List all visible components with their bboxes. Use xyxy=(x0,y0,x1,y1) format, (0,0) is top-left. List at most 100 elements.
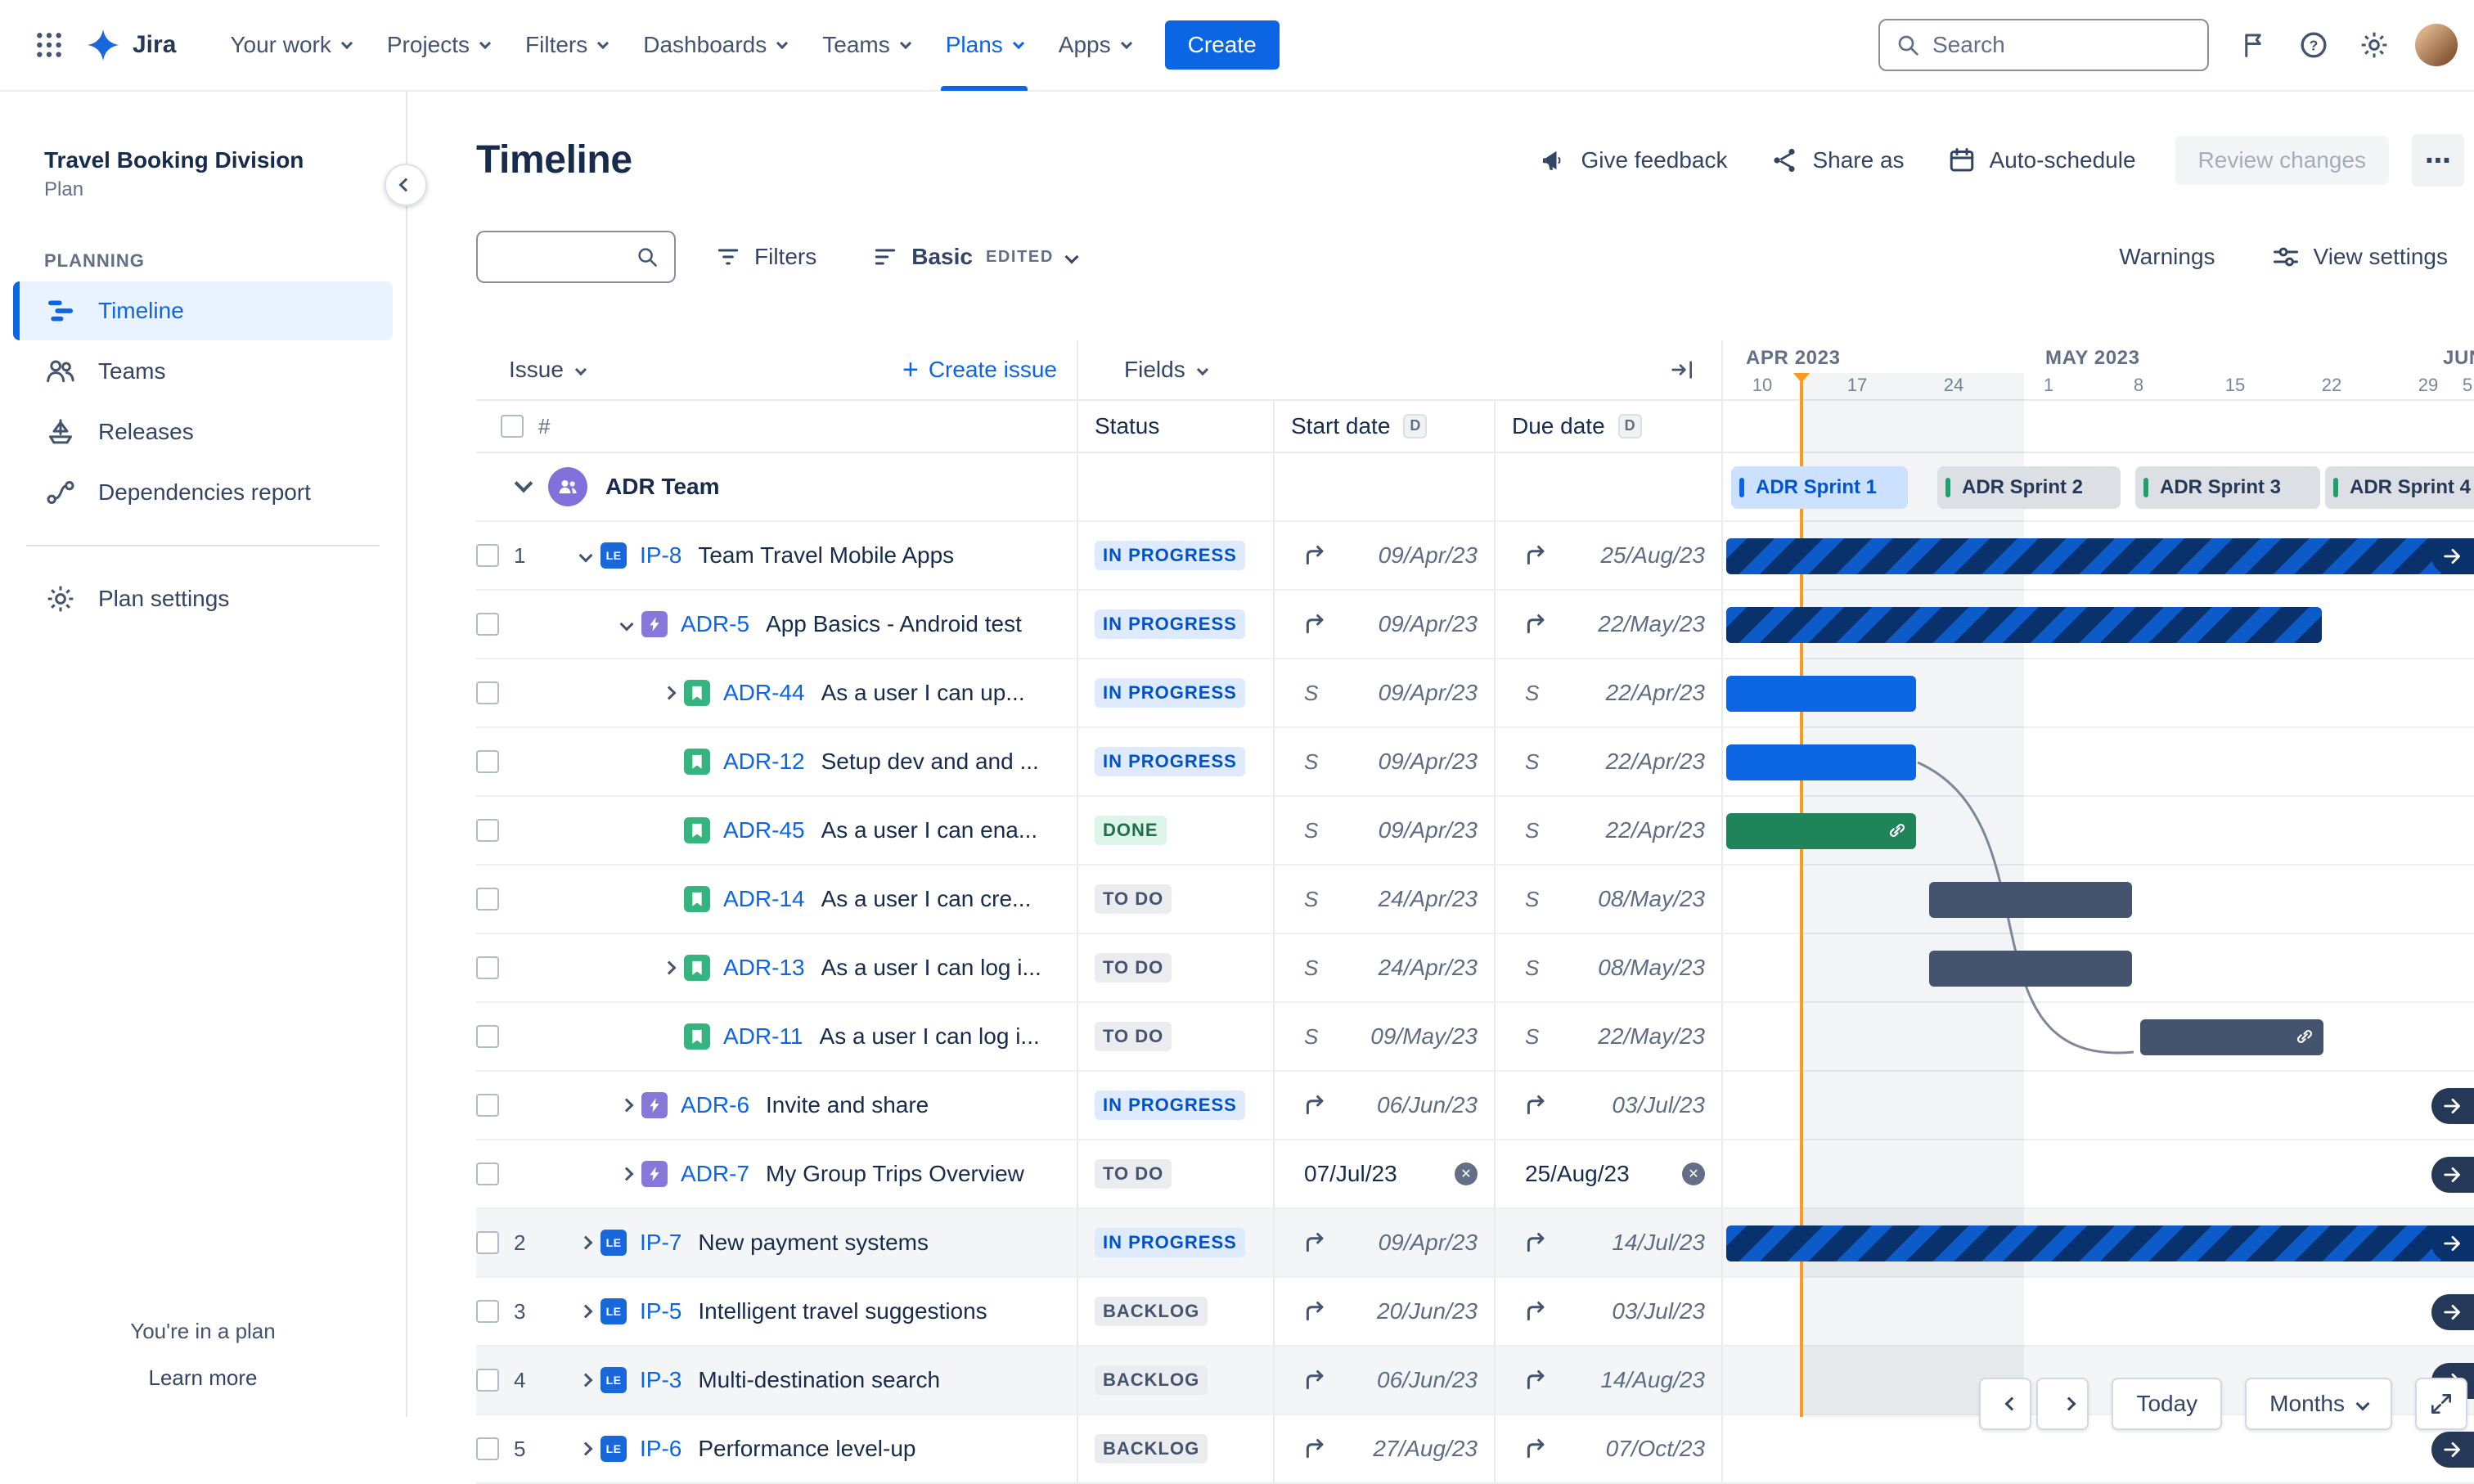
expand-toggle-icon[interactable] xyxy=(612,1167,641,1181)
scroll-to-bar-button[interactable] xyxy=(2431,1294,2474,1330)
status-lozenge[interactable]: TO DO xyxy=(1095,1158,1172,1189)
start-date-cell[interactable]: 27/Aug/23 xyxy=(1273,1415,1494,1482)
sidebar-item-dependencies-report[interactable]: Dependencies report xyxy=(13,463,393,522)
gantt-bar[interactable] xyxy=(1726,1225,2474,1261)
due-date-cell[interactable]: 03/Jul/23 xyxy=(1494,1278,1721,1345)
clear-date-button[interactable]: ✕ xyxy=(1455,1162,1478,1185)
scroll-to-bar-button[interactable] xyxy=(2431,1088,2474,1124)
due-date-cell[interactable]: 03/Jul/23 xyxy=(1494,1072,1721,1139)
due-date-cell[interactable]: 25/Aug/23 ✕ xyxy=(1494,1140,1721,1207)
status-lozenge[interactable]: BACKLOG xyxy=(1095,1296,1208,1327)
gantt-bar[interactable] xyxy=(1726,813,1916,849)
nav-item-plans[interactable]: Plans xyxy=(928,0,1041,91)
issue-key-link[interactable]: IP-7 xyxy=(640,1230,682,1255)
row-checkbox[interactable] xyxy=(476,1162,499,1185)
table-row[interactable]: ADR-12 Setup dev and and ... IN PROGRESS S 0… xyxy=(476,728,2474,797)
sidebar-item-teams[interactable]: Teams xyxy=(13,342,393,401)
status-lozenge[interactable]: TO DO xyxy=(1095,952,1172,983)
issue-key-link[interactable]: IP-8 xyxy=(640,542,682,568)
table-row[interactable]: ADR-11 As a user I can log i... TO DO S 09/M… xyxy=(476,1003,2474,1072)
review-changes-button[interactable]: Review changes xyxy=(2175,136,2389,185)
issue-column-header[interactable]: Issue xyxy=(509,357,564,382)
nav-item-your-work[interactable]: Your work xyxy=(212,0,368,91)
row-checkbox[interactable] xyxy=(476,1437,499,1460)
status-lozenge[interactable]: BACKLOG xyxy=(1095,1433,1208,1464)
status-lozenge[interactable]: TO DO xyxy=(1095,1021,1172,1052)
collapse-group-chevron-icon[interactable] xyxy=(514,474,533,493)
scroll-to-bar-button[interactable] xyxy=(2431,1432,2474,1468)
expand-toggle-icon[interactable] xyxy=(654,960,684,975)
scroll-to-bar-button[interactable] xyxy=(2431,538,2474,574)
due-date-cell[interactable]: S 22/May/23 xyxy=(1494,1003,1721,1070)
table-row[interactable]: ADR-45 As a user I can ena... DONE S 09/Apr/… xyxy=(476,797,2474,866)
start-date-cell[interactable]: 09/Apr/23 xyxy=(1273,591,1494,658)
share-as-button[interactable]: Share as xyxy=(1753,136,1920,185)
nav-item-apps[interactable]: Apps xyxy=(1041,0,1149,91)
fields-column-header[interactable]: Fields xyxy=(1124,357,1185,382)
row-checkbox[interactable] xyxy=(476,544,499,567)
expand-toggle-icon[interactable] xyxy=(571,548,601,563)
scroll-to-bar-button[interactable] xyxy=(2431,1157,2474,1193)
issue-key-link[interactable]: IP-3 xyxy=(640,1367,682,1392)
gantt-bar[interactable] xyxy=(1929,882,2132,918)
start-date-cell[interactable]: 20/Jun/23 xyxy=(1273,1278,1494,1345)
issue-key-link[interactable]: ADR-14 xyxy=(723,886,805,911)
start-date-cell[interactable]: S 09/May/23 xyxy=(1273,1003,1494,1070)
global-search[interactable] xyxy=(1878,19,2209,71)
issue-key-link[interactable]: ADR-11 xyxy=(723,1023,803,1049)
fullscreen-icon[interactable] xyxy=(2415,1378,2467,1430)
due-date-cell[interactable]: 25/Aug/23 xyxy=(1494,522,1721,589)
avatar[interactable] xyxy=(2415,24,2458,66)
start-date-cell[interactable]: S 09/Apr/23 xyxy=(1273,659,1494,726)
create-button[interactable]: Create xyxy=(1164,20,1280,70)
timeline-search-input[interactable] xyxy=(493,244,635,270)
row-checkbox[interactable] xyxy=(476,750,499,773)
status-lozenge[interactable]: IN PROGRESS xyxy=(1095,677,1245,708)
sprint-pill-adr-sprint-4[interactable]: ADR Sprint 4 xyxy=(2325,466,2474,509)
row-checkbox[interactable] xyxy=(476,819,499,842)
due-date-cell[interactable]: 14/Aug/23 xyxy=(1494,1347,1721,1414)
team-group-row[interactable]: ADR Team ADR Sprint 1 ADR Sprint 2 ADR Spr… xyxy=(476,453,2474,522)
status-lozenge[interactable]: IN PROGRESS xyxy=(1095,609,1245,640)
due-date-cell[interactable]: S 22/Apr/23 xyxy=(1494,659,1721,726)
today-button[interactable]: Today xyxy=(2112,1378,2223,1430)
timeline-scale-header[interactable]: APR 2023 MAY 2023 JUN 2023 10 17 24 1 8 15 22 29 5 xyxy=(1721,340,2474,399)
gantt-bar[interactable] xyxy=(1726,676,1916,712)
status-lozenge[interactable]: BACKLOG xyxy=(1095,1365,1208,1396)
start-date-cell[interactable]: 06/Jun/23 xyxy=(1273,1347,1494,1414)
table-row[interactable]: 3 LE IP-5 Intelligent travel suggestions BAC… xyxy=(476,1278,2474,1347)
expand-toggle-icon[interactable] xyxy=(612,617,641,632)
filters-button[interactable]: Filters xyxy=(699,234,833,280)
give-feedback-button[interactable]: Give feedback xyxy=(1522,136,1743,185)
gantt-bar[interactable] xyxy=(1726,607,2322,643)
view-settings-button[interactable]: View settings xyxy=(2255,232,2464,281)
time-range-select[interactable]: Months xyxy=(2245,1378,2392,1430)
status-lozenge[interactable]: IN PROGRESS xyxy=(1095,1090,1245,1121)
start-date-cell[interactable]: S 24/Apr/23 xyxy=(1273,934,1494,1001)
gantt-bar[interactable] xyxy=(2140,1019,2323,1055)
row-checkbox[interactable] xyxy=(476,681,499,704)
more-actions-button[interactable]: ⋯ xyxy=(2412,134,2464,187)
issue-key-link[interactable]: ADR-5 xyxy=(681,611,750,636)
sidebar-item-releases[interactable]: Releases xyxy=(13,402,393,461)
start-date-cell[interactable]: S 09/Apr/23 xyxy=(1273,728,1494,795)
due-date-cell[interactable]: 14/Jul/23 xyxy=(1494,1209,1721,1276)
expand-toggle-icon[interactable] xyxy=(612,1098,641,1113)
warnings-button[interactable]: Warnings xyxy=(2103,234,2231,280)
issue-key-link[interactable]: IP-6 xyxy=(640,1436,682,1461)
table-row[interactable]: 1 LE IP-8 Team Travel Mobile Apps IN PROGRES… xyxy=(476,522,2474,591)
expand-toggle-icon[interactable] xyxy=(571,1441,601,1456)
nav-item-filters[interactable]: Filters xyxy=(507,0,625,91)
issue-key-link[interactable]: ADR-45 xyxy=(723,817,805,843)
collapse-fields-icon[interactable] xyxy=(1669,357,1695,383)
start-date-cell[interactable]: 09/Apr/23 xyxy=(1273,1209,1494,1276)
expand-toggle-icon[interactable] xyxy=(571,1373,601,1387)
sidebar-item-plan-settings[interactable]: Plan settings xyxy=(13,569,393,628)
table-row[interactable]: ADR-5 App Basics - Android test IN PROGRES… xyxy=(476,591,2474,659)
table-row[interactable]: ADR-7 My Group Trips Overview TO DO 07/Jul/… xyxy=(476,1140,2474,1209)
select-all-checkbox[interactable] xyxy=(501,415,524,438)
scroll-right-button[interactable] xyxy=(2036,1378,2089,1430)
due-date-cell[interactable]: S 08/May/23 xyxy=(1494,866,1721,933)
sprint-pill-adr-sprint-2[interactable]: ADR Sprint 2 xyxy=(1937,466,2121,509)
due-date-column-header[interactable]: Due date xyxy=(1512,413,1605,438)
